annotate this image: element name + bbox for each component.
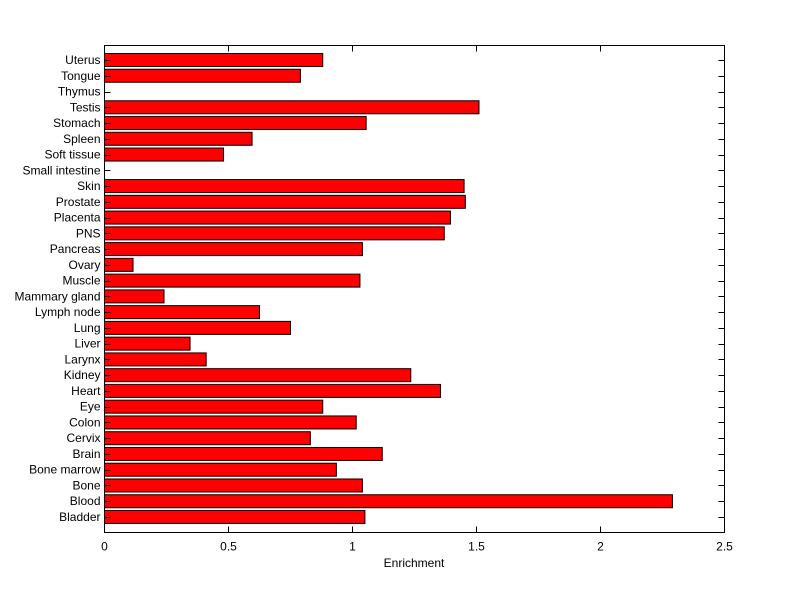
y-tick-label: Thymus [58,85,101,99]
y-tick-label: Stomach [53,116,100,130]
bar-muscle [104,273,361,288]
plot-frame [104,45,725,533]
bar-soft-tissue [104,147,225,162]
y-tick-label: Testis [70,100,101,114]
bar-heart [104,383,442,398]
y-tick-label: Eye [80,400,101,414]
y-tick-label: Placenta [54,211,101,225]
bar-placenta [104,210,451,225]
y-tick-label: Kidney [64,368,101,382]
bar-larynx [104,352,207,367]
x-tick-label: 1 [349,540,356,554]
y-tick-label: Bone marrow [29,463,101,477]
bar-cervix [104,431,311,446]
bar-lung [104,320,291,335]
bar-tongue [104,68,301,83]
y-tick-label: Skin [77,179,100,193]
bar-pns [104,226,445,241]
bar-skin [104,179,465,194]
x-tick-label: 1.5 [468,540,485,554]
bar-prostate [104,194,466,209]
y-tick-label: Liver [74,337,100,351]
y-tick-label: Soft tissue [44,148,100,162]
x-tick-label: 2.5 [716,540,733,554]
y-tick-label: Heart [71,384,101,398]
y-tick-label: Cervix [66,431,100,445]
bar-lymph-node [104,305,260,320]
y-tick-label: Pancreas [50,242,101,256]
bar-bone [104,478,363,493]
x-tick-label: 0 [101,540,108,554]
bar-spleen [104,131,253,146]
y-tick-label: Brain [72,447,100,461]
x-tick-label: 0.5 [220,540,237,554]
y-tick-label: PNS [76,226,101,240]
bars [104,53,673,524]
bar-testis [104,100,480,115]
x-tick-label: 2 [597,540,604,554]
y-tick-label: Bone [72,478,100,492]
bar-liver [104,336,191,351]
y-tick-label: Mammary gland [14,289,100,303]
y-tick-label: Larynx [64,352,100,366]
y-tick-label: Uterus [65,53,100,67]
y-tick-label: Colon [69,415,100,429]
bar-eye [104,399,324,414]
bar-blood [104,494,673,509]
bar-bone-marrow [104,462,337,477]
y-tick-label: Tongue [61,69,101,83]
y-tick-label: Small intestine [22,163,100,177]
bar-kidney [104,368,412,383]
y-tick-label: Lymph node [35,305,101,319]
y-tick-label: Bladder [59,510,100,524]
y-tick-label: Blood [70,494,101,508]
y-tick-label: Prostate [56,195,101,209]
y-tick-label: Lung [74,321,101,335]
y-tick-label: Spleen [63,132,100,146]
bar-pancreas [104,242,363,257]
bar-stomach [104,116,367,131]
bar-uterus [104,53,324,67]
bar-ovary [104,257,134,272]
y-tick-label: Muscle [62,274,100,288]
y-tick-label: Ovary [68,258,100,272]
bar-bladder [104,510,366,524]
bar-mammary-gland [104,289,165,304]
x-axis-label: Enrichment [384,556,445,570]
bar-brain [104,446,383,461]
bar-colon [104,415,357,430]
